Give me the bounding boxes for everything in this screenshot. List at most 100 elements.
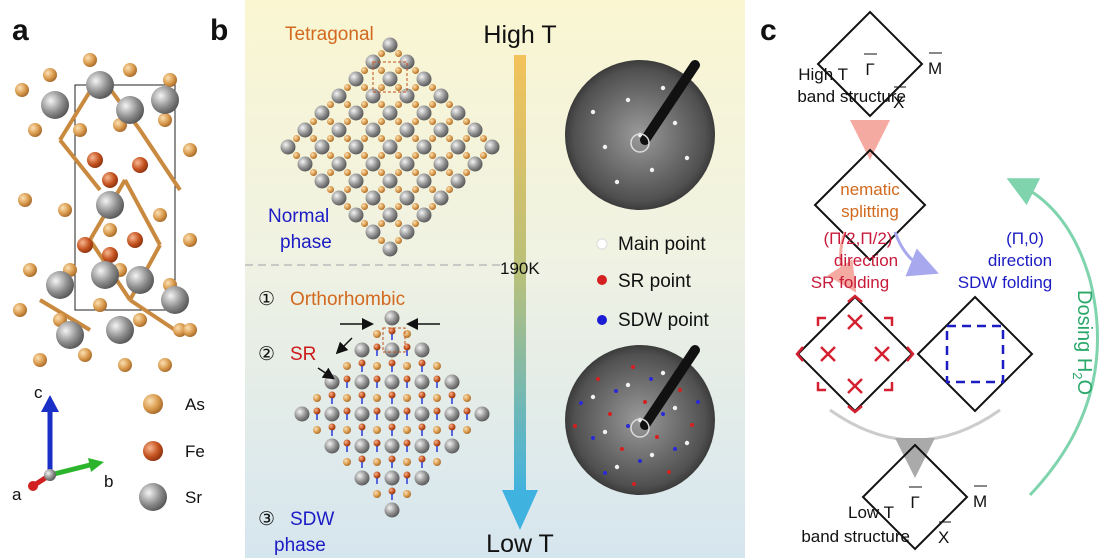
sr-spot xyxy=(631,365,635,369)
sr-atom xyxy=(295,407,310,422)
fe-atom xyxy=(389,424,396,431)
as-atom xyxy=(33,353,47,367)
as-atom xyxy=(158,113,172,127)
panel-label: b xyxy=(210,14,228,47)
fe-atom xyxy=(419,424,426,431)
sr-atom xyxy=(96,191,124,219)
legend-swatch xyxy=(597,239,607,249)
as-atom xyxy=(463,135,470,142)
as-atom xyxy=(412,67,419,74)
sdw-spot xyxy=(638,459,642,463)
sr-atom xyxy=(151,86,179,114)
fe-atom xyxy=(374,344,381,351)
as-atom xyxy=(344,84,351,91)
crystal-structure xyxy=(13,53,197,372)
sr-label: SR xyxy=(290,344,316,365)
main-spot xyxy=(673,121,677,125)
sr-atom xyxy=(298,157,313,172)
fe-atom xyxy=(102,247,118,263)
as-atom xyxy=(327,152,334,159)
sr-atom xyxy=(332,89,347,104)
leed-pattern-high-t xyxy=(565,60,715,210)
sr-atom xyxy=(366,89,381,104)
as-atom xyxy=(463,118,470,125)
as-atom xyxy=(344,186,351,193)
sr-atom xyxy=(355,375,370,390)
as-atom xyxy=(446,118,453,125)
main-spot xyxy=(661,86,665,90)
as-atom xyxy=(433,458,441,466)
fe-atom xyxy=(329,392,336,399)
sr-folding-marks xyxy=(797,296,913,412)
sdw-spot xyxy=(649,377,653,381)
normal-phase-label: Normal xyxy=(268,206,329,227)
sr-atom xyxy=(332,191,347,206)
tetragonal-label: Tetragonal xyxy=(285,24,374,45)
main-spot xyxy=(650,168,654,172)
as-atom xyxy=(344,169,351,176)
as-atom xyxy=(163,73,177,87)
dosing-text: Dosing H xyxy=(1073,290,1095,372)
sr-spot xyxy=(655,435,659,439)
sr-atom xyxy=(415,343,430,358)
fe-atom xyxy=(389,488,396,495)
as-atom xyxy=(344,152,351,159)
legend-label: Main point xyxy=(618,234,706,255)
sr-atom xyxy=(417,106,432,121)
sr-atom xyxy=(91,261,119,289)
as-atom xyxy=(412,186,419,193)
sr-spot xyxy=(632,482,636,486)
fe-atom xyxy=(434,408,441,415)
sr-atom xyxy=(332,157,347,172)
panel-a: a c b a As Fe Sr xyxy=(12,14,205,511)
sr-atom xyxy=(383,72,398,87)
high-t-label: High T xyxy=(483,21,556,49)
as-atom xyxy=(395,220,402,227)
sr-atom xyxy=(349,140,364,155)
as-atom xyxy=(13,303,27,317)
as-atom xyxy=(395,50,402,57)
sr-atom xyxy=(400,123,415,138)
sdw-spot xyxy=(661,412,665,416)
as-atom xyxy=(395,101,402,108)
as-atom xyxy=(395,186,402,193)
fe-atom xyxy=(359,392,366,399)
sr-atom xyxy=(366,157,381,172)
sr-atom xyxy=(106,316,134,344)
sr-atom xyxy=(451,106,466,121)
as-atom xyxy=(83,53,97,67)
as-atom xyxy=(403,394,411,402)
as-atom xyxy=(327,186,334,193)
sdw-spot xyxy=(696,400,700,404)
fe-atom xyxy=(434,376,441,383)
legend-label: As xyxy=(185,395,205,414)
fe-atom xyxy=(404,408,411,415)
brillouin-zone xyxy=(918,297,1032,411)
sr-atom xyxy=(383,38,398,53)
sr-atom xyxy=(325,439,340,454)
as-atom xyxy=(373,330,381,338)
as-atom xyxy=(463,426,471,434)
sr-atom xyxy=(349,72,364,87)
sr-atom xyxy=(417,174,432,189)
as-atom xyxy=(429,84,436,91)
sr-atom xyxy=(315,174,330,189)
as-atom xyxy=(158,358,172,372)
sr-atom xyxy=(385,439,400,454)
sr-atom xyxy=(56,321,84,349)
main-spot xyxy=(673,406,677,410)
axis-b-head xyxy=(88,458,104,472)
sr-atom xyxy=(383,140,398,155)
gamma-label: Γ xyxy=(910,493,919,512)
sr-spot xyxy=(643,400,647,404)
low-t-label: Low T xyxy=(848,503,894,522)
high-t-label: High T xyxy=(798,65,848,84)
legend-swatch xyxy=(143,394,163,414)
sr-atom xyxy=(434,191,449,206)
bracket xyxy=(884,318,892,326)
as-atom xyxy=(429,169,436,176)
as-atom xyxy=(403,458,411,466)
as-atom xyxy=(343,426,351,434)
sr-spot xyxy=(596,377,600,381)
sr-atom xyxy=(161,286,189,314)
